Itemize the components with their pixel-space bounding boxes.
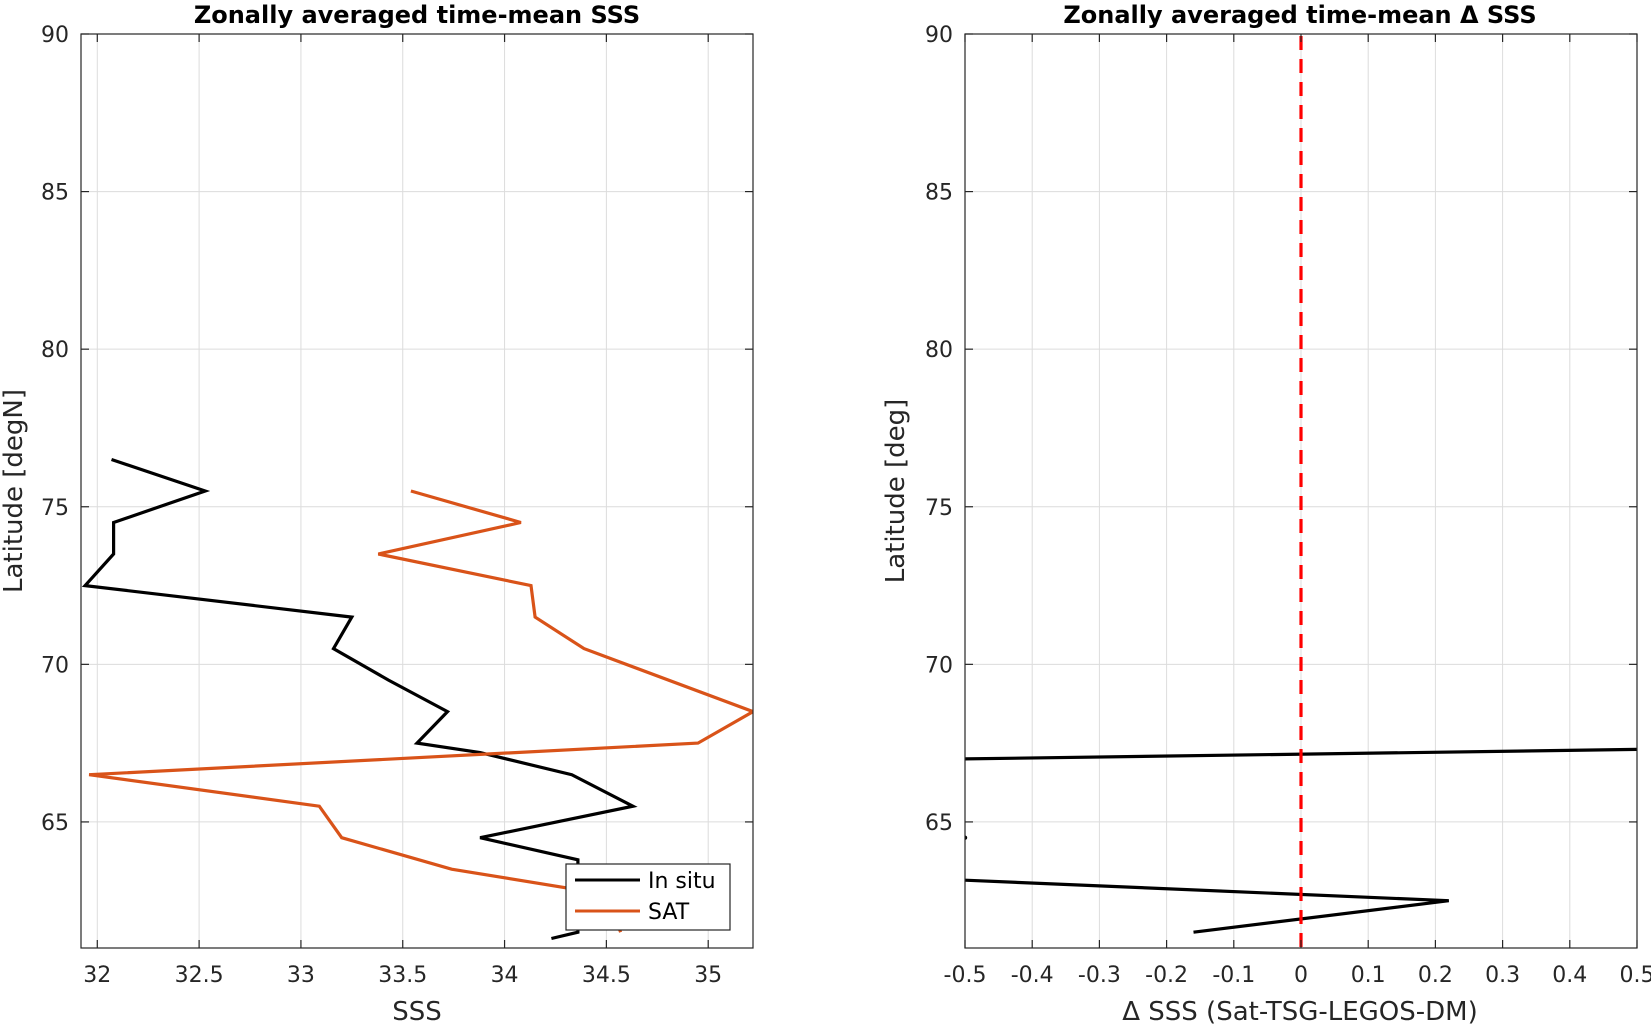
right-x-tick-label: 0.4	[1552, 963, 1587, 988]
right-x-tick-label: 0	[1294, 963, 1308, 988]
left-x-tick-label: 34	[491, 963, 519, 988]
right-y-tick-label: 90	[925, 23, 953, 48]
right-chart-title: Zonally averaged time-mean Δ SSS	[1063, 1, 1536, 29]
right-series-line-1	[965, 878, 1449, 934]
left-chart-title: Zonally averaged time-mean SSS	[194, 1, 640, 29]
left-plot-area	[81, 34, 753, 948]
left-y-tick-label: 75	[41, 496, 69, 521]
right-x-tick-label: -0.3	[1078, 963, 1121, 988]
right-x-axis-label: Δ SSS (Sat-TSG-LEGOS-DM)	[1122, 997, 1478, 1026]
legend: In situ SAT	[565, 863, 731, 931]
right-chart-panel: -0.5 -0.4 -0.3 -0.2 -0.1 0 0.1 0.2 0.3 0.4 0.5 65 70…	[881, 1, 1651, 1026]
right-x-tick-label: -0.5	[944, 963, 987, 988]
right-x-tick-label: -0.2	[1145, 963, 1188, 988]
legend-label-in-situ: In situ	[648, 869, 716, 894]
left-y-tick-label: 80	[41, 338, 69, 363]
right-x-tick-label: 0.3	[1485, 963, 1520, 988]
left-x-tick-label: 35	[694, 963, 722, 988]
right-x-tick-label: -0.4	[1011, 963, 1054, 988]
left-x-tick-label: 32	[83, 963, 111, 988]
left-chart-panel: 32 32.5 33 33.5 34 34.5 35 65 70 75 80 85 90 Zonally…	[0, 1, 754, 1026]
right-y-tick-label: 70	[925, 653, 953, 678]
right-y-tick-label: 75	[925, 496, 953, 521]
right-x-tick-label: 0.2	[1418, 963, 1453, 988]
right-x-tick-label: 0.1	[1351, 963, 1386, 988]
right-y-tick-label: 85	[925, 181, 953, 206]
left-x-tick-label: 34.5	[582, 963, 631, 988]
legend-label-sat: SAT	[648, 900, 690, 925]
right-y-axis-label: Latitude [deg]	[881, 399, 911, 584]
right-x-tick-label: -0.1	[1212, 963, 1255, 988]
left-ticks: 32 32.5 33 33.5 34 34.5 35 65 70 75 80 85 90	[41, 23, 753, 988]
legend-box	[565, 863, 731, 931]
left-series-in-situ	[81, 457, 638, 941]
left-series-sat	[88, 489, 753, 933]
left-x-tick-label: 33	[287, 963, 315, 988]
right-y-tick-label: 80	[925, 338, 953, 363]
left-x-tick-label: 32.5	[175, 963, 224, 988]
left-x-tick-label: 33.5	[378, 963, 427, 988]
left-axes-box	[80, 33, 754, 949]
left-y-axis-label: Latitude [degN]	[0, 389, 29, 593]
right-x-tick-label: 0.5	[1620, 963, 1651, 988]
right-y-tick-label: 65	[925, 811, 953, 836]
right-ticks: -0.5 -0.4 -0.3 -0.2 -0.1 0 0.1 0.2 0.3 0.4 0.5 65 70…	[925, 23, 1651, 988]
left-series	[81, 457, 753, 941]
left-y-tick-label: 65	[41, 811, 69, 836]
left-y-tick-label: 90	[41, 23, 69, 48]
left-x-axis-label: SSS	[392, 997, 442, 1026]
left-y-tick-label: 70	[41, 653, 69, 678]
left-y-tick-label: 85	[41, 181, 69, 206]
